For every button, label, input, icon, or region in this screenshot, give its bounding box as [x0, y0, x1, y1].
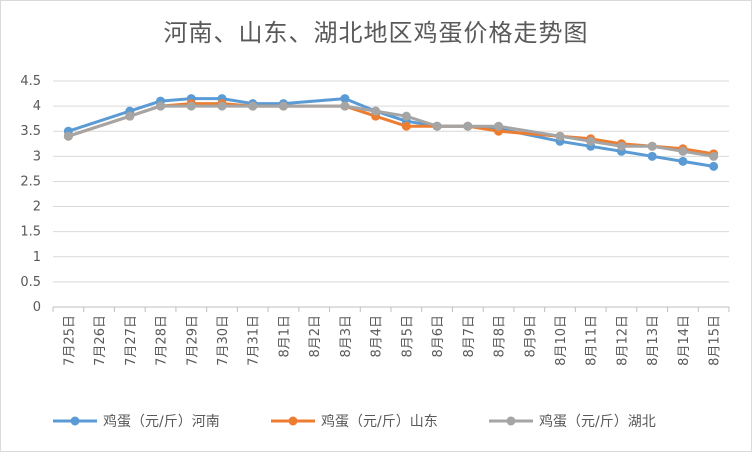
series-3-point — [709, 151, 719, 161]
series-3-point — [278, 101, 288, 111]
chart-title: 河南、山东、湖北地区鸡蛋价格走势图 — [163, 19, 589, 47]
y-tick-label: 2.5 — [20, 174, 41, 189]
series-3-point — [555, 131, 565, 141]
y-tick-label: 3 — [33, 149, 41, 164]
series-3-point — [586, 136, 596, 146]
legend-item-1: 鸡蛋（元/斤）河南 — [53, 413, 220, 430]
x-tick-label: 8月4日 — [370, 315, 385, 358]
y-tick-label: 1.5 — [20, 225, 41, 240]
x-tick-label: 8月8日 — [493, 315, 508, 358]
legend-item-2: 鸡蛋（元/斤）山东 — [271, 413, 438, 430]
x-tick-label: 8月13日 — [646, 315, 661, 366]
legend-marker-2 — [288, 416, 298, 426]
legend-marker-1 — [70, 416, 80, 426]
series-3-point — [248, 101, 258, 111]
y-tick-label: 4.5 — [20, 74, 41, 89]
x-tick-label: 8月15日 — [708, 315, 723, 366]
series-2-point — [401, 121, 411, 131]
series-3-point — [371, 106, 381, 116]
legend-label-1: 鸡蛋（元/斤）河南 — [103, 413, 220, 430]
series-3-point — [401, 111, 411, 121]
y-tick-label: 0.5 — [20, 275, 41, 290]
x-tick-label: 8月14日 — [677, 315, 692, 366]
series-3-point — [494, 121, 504, 131]
x-tick-label: 8月12日 — [615, 315, 630, 366]
legend-label-2: 鸡蛋（元/斤）山东 — [321, 413, 438, 430]
x-tick-label: 7月28日 — [155, 315, 170, 366]
legend-label-3: 鸡蛋（元/斤）湖北 — [539, 413, 656, 430]
series-3-point — [678, 146, 688, 156]
x-tick-label: 8月11日 — [585, 315, 600, 366]
x-tick-label: 8月10日 — [554, 315, 569, 366]
y-tick-label: 3.5 — [20, 124, 41, 139]
x-tick-label: 7月30日 — [216, 315, 231, 366]
legend-item-3: 鸡蛋（元/斤）湖北 — [489, 413, 656, 430]
y-tick-label: 1 — [33, 250, 41, 265]
series-3-point — [63, 131, 73, 141]
series-3-point — [463, 121, 473, 131]
series-1-point — [709, 161, 719, 171]
x-tick-label: 7月25日 — [62, 315, 77, 366]
series-3-point — [647, 141, 657, 151]
x-tick-label: 8月3日 — [339, 315, 354, 358]
series-3-point — [340, 101, 350, 111]
series-3-point — [125, 111, 135, 121]
x-tick-label: 7月31日 — [247, 315, 262, 366]
series-3-point — [616, 141, 626, 151]
x-tick-label: 8月5日 — [400, 315, 415, 358]
x-tick-label: 7月26日 — [93, 315, 108, 366]
x-tick-label: 7月27日 — [124, 315, 139, 366]
x-tick-label: 8月6日 — [431, 315, 446, 358]
series-3-point — [432, 121, 442, 131]
x-tick-label: 8月2日 — [308, 315, 323, 358]
x-tick-label: 7月29日 — [185, 315, 200, 366]
series-1-point — [340, 94, 350, 104]
y-tick-label: 4 — [33, 99, 41, 114]
series-1-point — [678, 156, 688, 166]
x-tick-label: 8月1日 — [277, 315, 292, 358]
y-tick-label: 2 — [33, 200, 41, 215]
series-3-point — [217, 101, 227, 111]
y-tick-label: 0 — [33, 300, 41, 315]
series-3-point — [156, 101, 166, 111]
series-3-point — [186, 101, 196, 111]
series-1-point — [647, 151, 657, 161]
x-tick-label: 8月9日 — [523, 315, 538, 358]
x-tick-label: 8月7日 — [462, 315, 477, 358]
legend-marker-3 — [506, 416, 516, 426]
